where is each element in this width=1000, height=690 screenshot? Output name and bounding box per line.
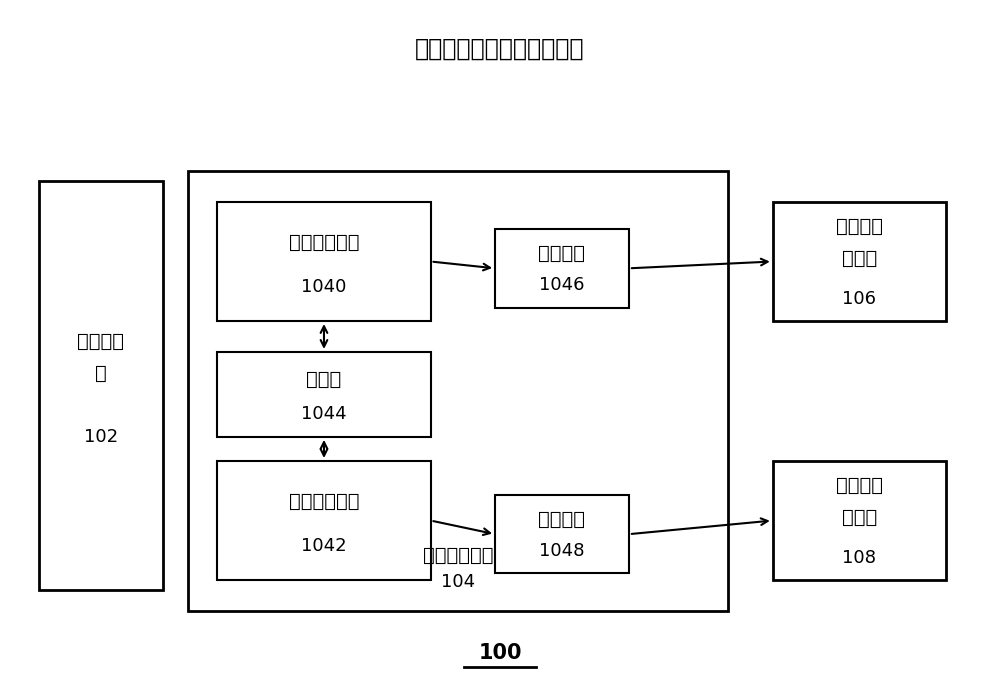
Text: 船电电缆卷筒: 船电电缆卷筒 — [289, 492, 359, 511]
Text: 基: 基 — [95, 364, 107, 383]
Text: 岸电电缆: 岸电电缆 — [538, 244, 585, 263]
Text: 自行走车: 自行走车 — [77, 332, 124, 351]
Text: 船电电缆: 船电电缆 — [538, 510, 585, 529]
Text: 岸电插拔: 岸电插拔 — [836, 217, 883, 235]
Bar — [495, 495, 629, 573]
Text: 104: 104 — [441, 573, 475, 591]
Text: 岸电电缆智能连接控制系统: 岸电电缆智能连接控制系统 — [415, 37, 585, 61]
Text: 1044: 1044 — [301, 404, 347, 422]
Text: 机械臂: 机械臂 — [842, 248, 877, 268]
Bar — [188, 171, 728, 611]
Bar — [773, 461, 946, 580]
Bar — [495, 229, 629, 308]
Text: 电缆卷筒组件: 电缆卷筒组件 — [423, 546, 493, 564]
Text: 1042: 1042 — [301, 538, 347, 555]
Bar — [217, 202, 431, 321]
Text: 船电收放: 船电收放 — [836, 475, 883, 495]
Bar — [39, 181, 163, 591]
Text: 1040: 1040 — [301, 278, 347, 297]
Text: 106: 106 — [842, 290, 876, 308]
Text: 机械臂: 机械臂 — [842, 508, 877, 526]
Text: 102: 102 — [84, 428, 118, 446]
Bar — [773, 202, 946, 321]
Text: 100: 100 — [478, 643, 522, 663]
Text: 连接器: 连接器 — [306, 370, 342, 389]
Bar — [217, 461, 431, 580]
Text: 岸电电缆卷筒: 岸电电缆卷筒 — [289, 233, 359, 252]
Text: 1046: 1046 — [539, 277, 585, 295]
Text: 1048: 1048 — [539, 542, 585, 560]
Bar — [217, 352, 431, 437]
Text: 108: 108 — [842, 549, 876, 567]
